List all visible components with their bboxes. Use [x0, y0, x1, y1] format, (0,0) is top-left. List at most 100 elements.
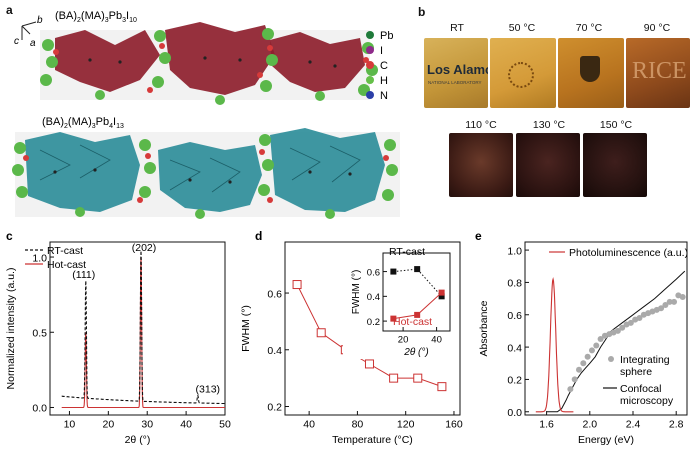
photo-label-90: 90 °C: [643, 22, 671, 34]
sphere-point: [679, 293, 686, 300]
legend-label-rt-cast: RT-cast: [47, 245, 83, 257]
inset-ylabel: FWHM (°): [351, 270, 362, 315]
abs-xtick-label: 1.6: [539, 419, 554, 431]
crystal-axes: b c a: [14, 15, 43, 49]
sphere-point: [662, 302, 669, 309]
abs-xtick-label: 2.4: [626, 419, 641, 431]
inset-ytick-label: 0.4: [367, 292, 380, 303]
legend-label-pb: Pb: [380, 30, 393, 42]
panel-letter-a: a: [6, 3, 13, 17]
photo-label-150: 150 °C: [599, 119, 633, 131]
logo-rice: RICE: [632, 58, 687, 84]
abs-frame: [524, 241, 688, 416]
legend-label-hot-cast: Hot-cast: [47, 259, 86, 271]
inset-point-hot-cast: [414, 311, 421, 318]
absorbance-xlabel: Energy (eV): [578, 434, 634, 446]
sphere-point: [576, 366, 582, 373]
xrd-ytick-label: 0.0: [32, 403, 47, 415]
chart-xrd: c 10 20 30 40 50 0.0 0.5 1.0 (111) (202) (313) 2θ …: [5, 229, 231, 446]
sphere-point: [658, 305, 665, 312]
fwhm-plot: 40 80 120 160 0.2 0.4 0.6: [267, 241, 463, 431]
abs-ytick-label: 0.8: [507, 278, 522, 290]
formula-n3: (BA)2(MA)3Pb3I10: [55, 10, 137, 24]
logo-los-alamos-sub: NATIONAL LABORATORY: [428, 80, 482, 85]
fwhm-point: [389, 373, 399, 383]
element-legend: Pb I C H N: [366, 30, 393, 102]
film-photo-50: [490, 38, 556, 108]
axis-b-label: b: [37, 15, 43, 26]
sun-logo: [508, 62, 534, 88]
fwhm-xtick-label: 160: [445, 419, 463, 431]
abs-ytick-label: 0.6: [507, 310, 522, 322]
confocal-line: [546, 270, 686, 413]
legend-label-h: H: [380, 75, 388, 87]
sphere-point: [627, 319, 634, 326]
inset-ytick-label: 0.2: [367, 317, 380, 328]
inset-xlabel: 2θ (°): [403, 347, 428, 358]
inset-point-hot-cast: [390, 315, 397, 322]
axis-a-label: a: [30, 38, 36, 49]
inset-frame: [382, 252, 451, 332]
inset-xtick-label: 20: [398, 335, 409, 346]
panel-letter-c: c: [6, 229, 13, 243]
fwhm-ytick-label: 0.2: [267, 402, 282, 414]
fwhm-ytick-label: 0.6: [267, 288, 282, 300]
chart-absorbance: e 1.6 2.0 2.4 2.8 0.0 0.2 0.4 0.6 0.8 1.0 Energy …: [475, 229, 688, 446]
logo-los-alamos: Los Alamos: [427, 62, 488, 77]
xrd-series-hot-cast: [61, 256, 225, 409]
panel-letter-d: d: [255, 229, 262, 243]
sphere-point: [584, 353, 591, 360]
legend-label-n: N: [380, 90, 388, 102]
xrd-xlabel: 2θ (°): [125, 434, 151, 446]
structure-n3: [40, 22, 378, 105]
inset-label-rt-cast: RT-cast: [389, 246, 425, 258]
panel-letter-b: b: [418, 5, 426, 19]
sphere-point: [588, 347, 595, 354]
xrd-xtick-label: 20: [102, 419, 114, 431]
film-photo-110: [449, 133, 513, 197]
xrd-ylabel: Normalized intensity (a.u.): [5, 268, 17, 390]
chart-fwhm: d 40 80 120 160 0.2 0.4 0.6 Temperature (°C) F…: [240, 229, 463, 446]
xrd-xtick-label: 10: [64, 419, 76, 431]
xrd-peak-label: (313): [196, 383, 221, 395]
xrd-ytick-label: 1.0: [32, 252, 47, 264]
photo-label-rt: RT: [450, 22, 464, 34]
structure-n4: [12, 128, 400, 219]
fwhm-xtick-label: 120: [397, 419, 415, 431]
sphere-point: [567, 386, 574, 393]
fwhm-xtick-label: 40: [303, 419, 315, 431]
abs-xtick-label: 2.0: [582, 419, 597, 431]
sphere-point: [614, 327, 621, 334]
sphere-point: [571, 376, 578, 383]
film-photo-90: RICE: [626, 38, 690, 108]
film-photo-rt: Los Alamos NATIONAL LABORATORY: [424, 38, 488, 108]
panel-letter-e: e: [475, 229, 482, 243]
inset-xtick-label: 40: [431, 335, 442, 346]
xrd-legend: RT-cast Hot-cast: [25, 245, 86, 271]
sphere-point: [671, 298, 678, 305]
absorbance-plot: 1.6 2.0 2.4 2.8 0.0 0.2 0.4 0.6 0.8 1.0: [507, 241, 688, 431]
xrd-xtick-label: 50: [219, 419, 231, 431]
abs-ytick-label: 1.0: [507, 245, 522, 257]
fwhm-point: [413, 373, 423, 383]
xrd-series-rt-cast: [61, 250, 225, 405]
fwhm-frame: [284, 241, 461, 416]
fwhm-xtick-label: 80: [352, 419, 364, 431]
shield-logo: [580, 56, 600, 82]
photo-label-50: 50 °C: [508, 22, 536, 34]
abs-ytick-label: 0.4: [507, 342, 522, 354]
abs-ytick-label: 0.2: [507, 375, 522, 387]
inset-label-hot-cast: Hot-cast: [393, 316, 432, 328]
absorbance-ylabel: Absorbance: [478, 300, 490, 356]
inset-point-rt-cast: [438, 293, 445, 300]
pl-line: [535, 277, 574, 413]
xrd-ytick-label: 0.5: [32, 328, 47, 340]
legend-dot-n: [366, 91, 374, 99]
fwhm-point: [316, 328, 326, 338]
sphere-point: [593, 342, 600, 349]
xrd-frame: [49, 241, 226, 416]
legend-label-confocal-1: Confocal: [620, 383, 661, 395]
legend-swatch-sphere: [608, 356, 614, 362]
film-photo-150: [583, 133, 647, 197]
fwhm-inset: 20 40 0.2 0.4 0.6: [343, 243, 458, 359]
